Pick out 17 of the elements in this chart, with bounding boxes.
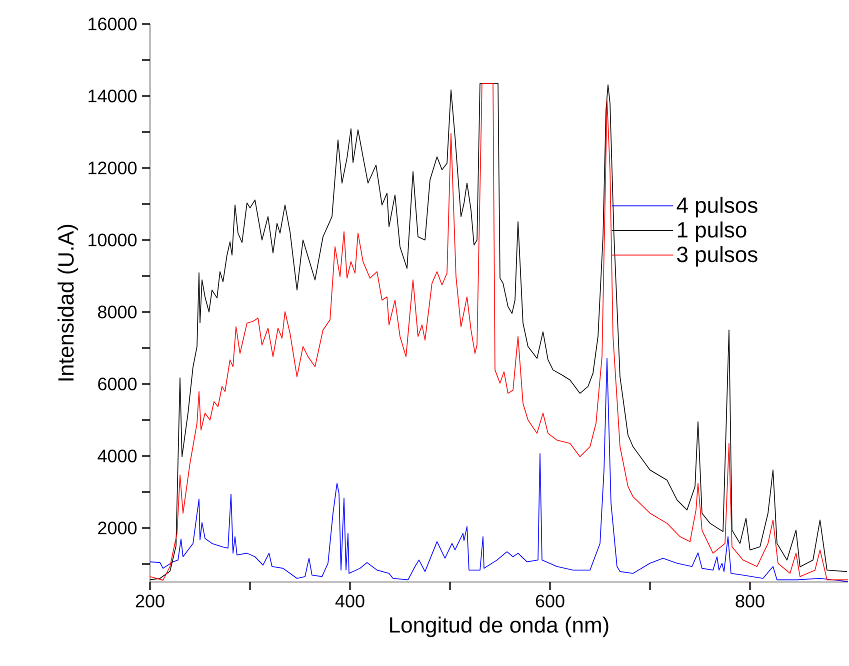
y-tick-label: 4000 (98, 450, 137, 462)
x-tick-label: 800 (736, 594, 764, 608)
legend-label: 4 pulsos (676, 196, 758, 218)
x-tick-label: 400 (335, 594, 364, 608)
y-tick-label: 14000 (88, 90, 137, 102)
x-tick-label: 600 (536, 594, 564, 608)
y-tick-label: 2000 (98, 522, 137, 534)
y-tick-label: 10000 (88, 234, 137, 246)
y-tick-label: 8000 (98, 306, 137, 318)
legend-label: 3 pulsos (677, 246, 758, 267)
legend-label: 1 pulso (678, 221, 746, 242)
x-tick-label: 200 (136, 594, 164, 608)
x-axis-title: Longitud de onda (nm) (390, 616, 608, 638)
y-axis-title: Intensidad (U.A) (58, 224, 78, 380)
y-tick-label: 12000 (88, 162, 137, 174)
y-tick-label: 6000 (98, 378, 137, 390)
y-tick-label: 16000 (88, 18, 137, 30)
